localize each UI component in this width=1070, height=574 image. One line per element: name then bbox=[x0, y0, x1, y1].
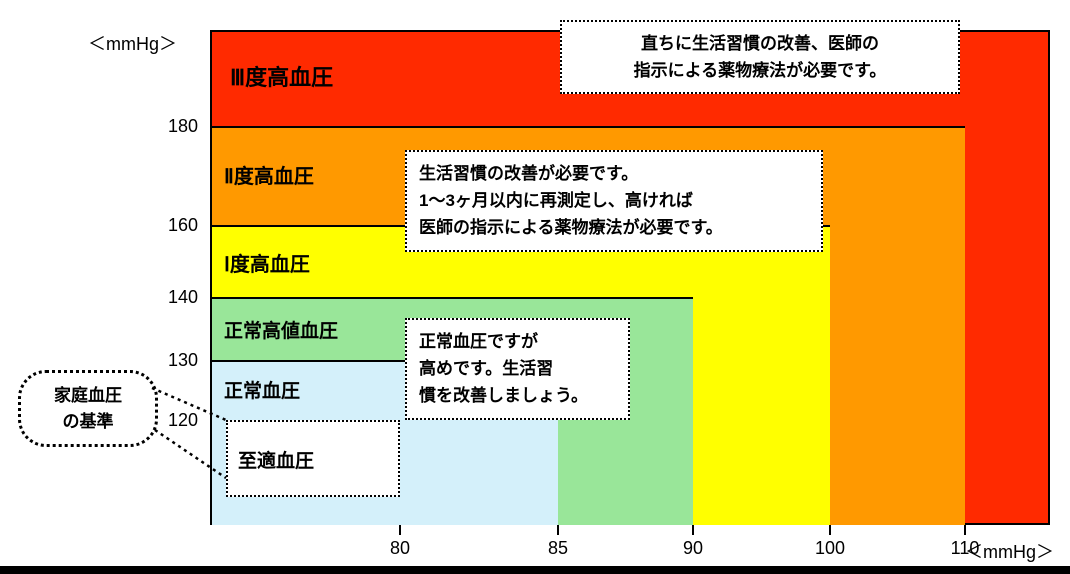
y-tick-160: 160 bbox=[148, 215, 198, 236]
xtickmark-85 bbox=[557, 525, 559, 535]
home-bp-reference: 家庭血圧 の基準 bbox=[18, 370, 158, 447]
y-tick-130: 130 bbox=[148, 350, 198, 371]
y-tick-140: 140 bbox=[148, 287, 198, 308]
x-tick-100: 100 bbox=[800, 538, 860, 559]
x-tick-110: 110 bbox=[935, 538, 995, 559]
x-tick-85: 85 bbox=[528, 538, 588, 559]
y-tick-180: 180 bbox=[148, 116, 198, 137]
note-grade12-line2: 1～3ヶ月以内に再測定し、高ければ bbox=[419, 187, 809, 214]
note-normal-line3: 慣を改善しましょう。 bbox=[419, 382, 616, 409]
note-grade3-line1: 直ちに生活習慣の改善、医師の bbox=[574, 30, 946, 57]
note-normal-line1: 正常血圧ですが bbox=[419, 328, 616, 355]
label-optimal: 至適血圧 bbox=[238, 446, 314, 473]
bp-classification-chart: Ⅲ度高血圧 Ⅱ度高血圧 Ⅰ度高血圧 正常高値血圧 正常血圧 至適血圧 ＜mmHg… bbox=[0, 0, 1070, 574]
xtickmark-90 bbox=[692, 525, 694, 535]
bottom-strip bbox=[0, 566, 1070, 574]
note-normal: 正常血圧ですが 高めです。生活習 慣を改善しましょう。 bbox=[405, 318, 630, 420]
xtickmark-100 bbox=[829, 525, 831, 535]
note-grade12: 生活習慣の改善が必要です。 1～3ヶ月以内に再測定し、高ければ 医師の指示による… bbox=[405, 150, 823, 252]
note-grade12-line1: 生活習慣の改善が必要です。 bbox=[419, 160, 809, 187]
y-axis-unit: ＜mmHg＞ bbox=[88, 30, 177, 56]
label-grade3: Ⅲ度高血圧 bbox=[230, 60, 333, 92]
note-grade3-line2: 指示による薬物療法が必要です。 bbox=[574, 57, 946, 84]
home-bp-line1: 家庭血圧 bbox=[29, 383, 147, 409]
label-highnorm: 正常高値血圧 bbox=[224, 316, 338, 343]
note-grade3: 直ちに生活習慣の改善、医師の 指示による薬物療法が必要です。 bbox=[560, 20, 960, 94]
xtickmark-110 bbox=[964, 525, 966, 535]
x-tick-90: 90 bbox=[663, 538, 723, 559]
label-normal: 正常血圧 bbox=[224, 376, 300, 403]
home-bp-line2: の基準 bbox=[29, 409, 147, 435]
x-tick-80: 80 bbox=[370, 538, 430, 559]
note-grade12-line3: 医師の指示による薬物療法が必要です。 bbox=[419, 214, 809, 241]
label-grade2: Ⅱ度高血圧 bbox=[224, 160, 314, 189]
label-grade1: Ⅰ度高血圧 bbox=[224, 248, 310, 277]
xtickmark-80 bbox=[399, 525, 401, 535]
note-normal-line2: 高めです。生活習 bbox=[419, 355, 616, 382]
